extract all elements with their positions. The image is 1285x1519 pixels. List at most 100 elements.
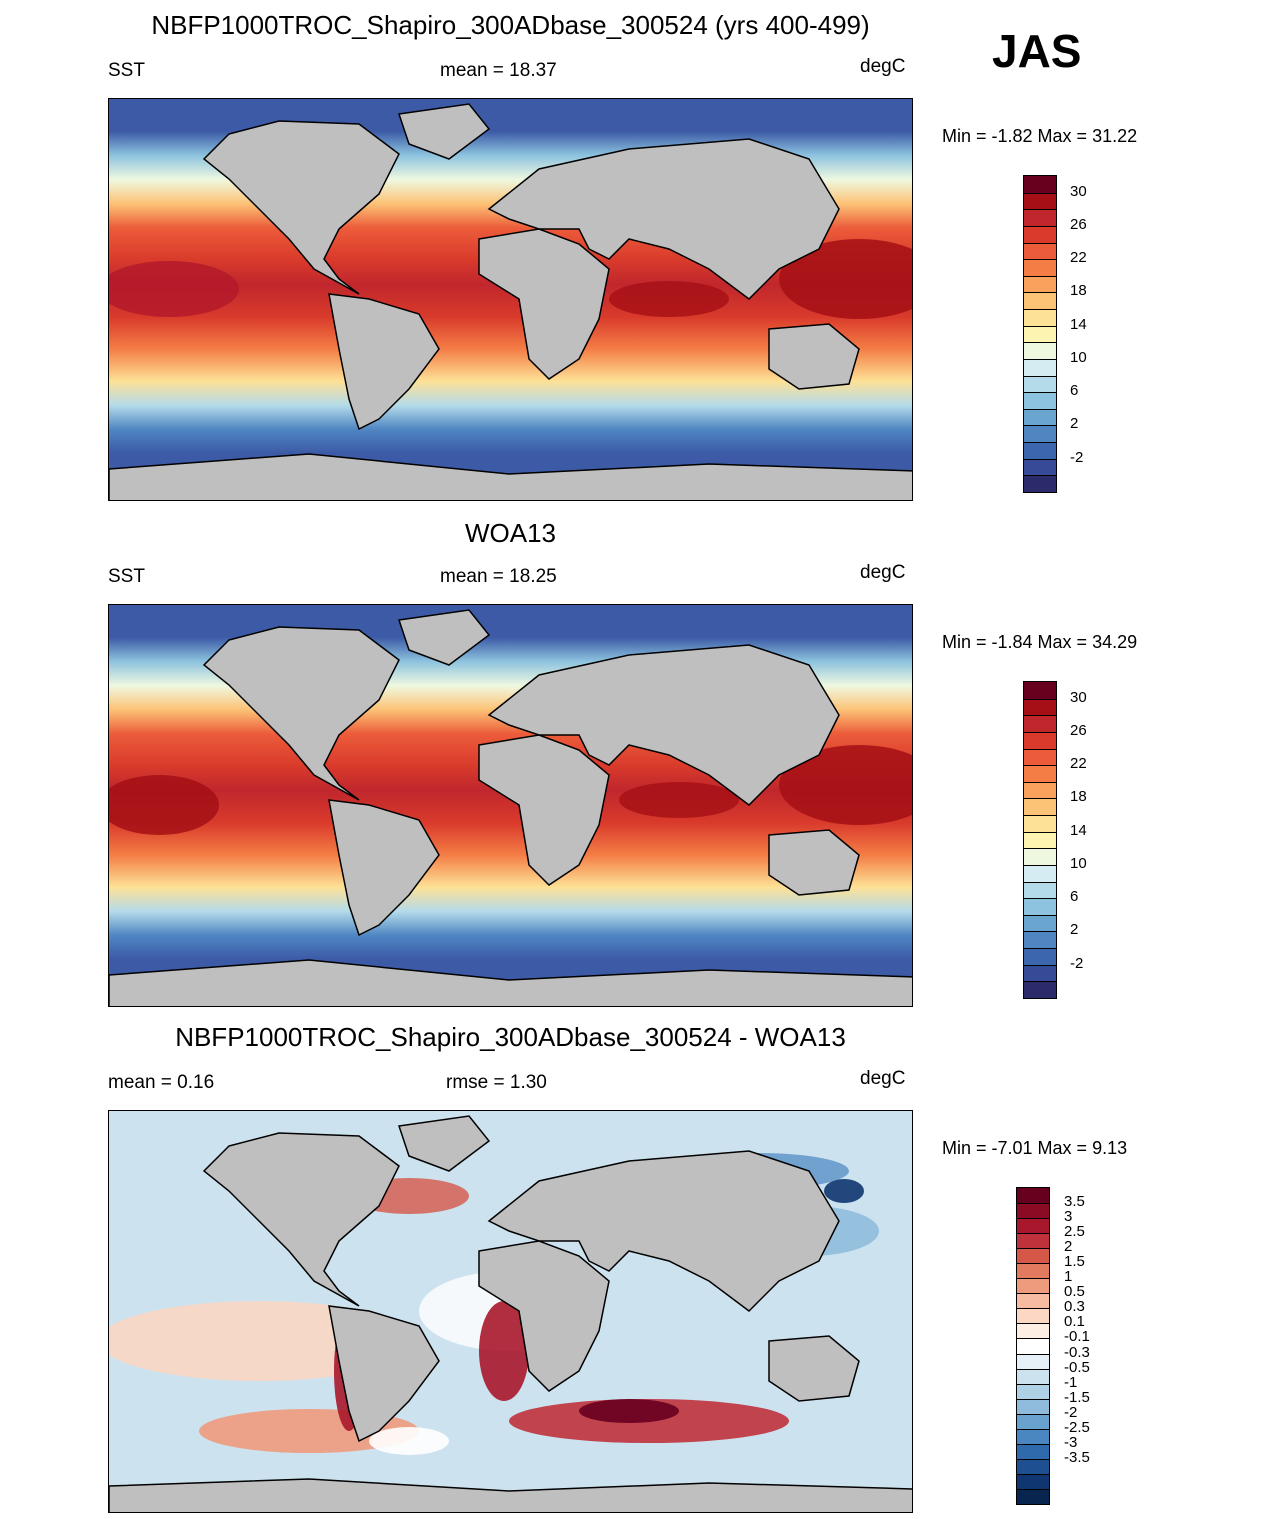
panel-2-map — [108, 604, 913, 1007]
panel-1-minmax: Min = -1.82 Max = 31.22 — [942, 126, 1138, 146]
colorbar-segment — [1024, 682, 1056, 699]
colorbar-segment — [1024, 408, 1056, 426]
colorbar-label: 30 — [1070, 688, 1087, 706]
colorbar-segment — [1024, 475, 1056, 492]
colorbar-segment — [1017, 1278, 1049, 1294]
panel-1-colorbar-labels: 30 26 22 18 14 10 6 2 -2 — [1070, 175, 1120, 493]
colorbar-label: 22 — [1070, 755, 1087, 773]
colorbar-label: 6 — [1070, 888, 1079, 906]
panel-3-units-label: degC — [860, 1068, 906, 1089]
colorbar-segment — [1024, 375, 1056, 393]
colorbar-segment — [1017, 1233, 1049, 1249]
colorbar-segment — [1017, 1398, 1049, 1414]
colorbar-segment — [1017, 1293, 1049, 1309]
colorbar-segment — [1024, 392, 1056, 409]
colorbar-segment — [1024, 831, 1056, 849]
colorbar-label: 14 — [1070, 821, 1087, 839]
colorbar-segment — [1024, 848, 1056, 865]
panel-2-variable-label: SST — [108, 566, 145, 587]
panel-2-colorbar — [1023, 681, 1057, 999]
colorbar-segment — [1017, 1473, 1049, 1489]
colorbar-label: 14 — [1070, 315, 1087, 333]
colorbar-label: 26 — [1070, 215, 1087, 233]
colorbar-segment — [1024, 325, 1056, 343]
panel-3-difference-field — [109, 1111, 912, 1512]
colorbar-segment — [1024, 931, 1056, 948]
colorbar-segment — [1024, 292, 1056, 309]
colorbar-label: -3.5 — [1064, 1448, 1090, 1466]
colorbar-segment — [1024, 458, 1056, 476]
colorbar-segment — [1017, 1428, 1049, 1444]
colorbar-segment — [1017, 1308, 1049, 1324]
colorbar-segment — [1024, 442, 1056, 459]
panel-3-land — [109, 1115, 912, 1512]
colorbar-label: -0.3 — [1064, 1343, 1090, 1361]
colorbar-segment — [1017, 1458, 1049, 1474]
panel-3-map — [108, 1110, 913, 1513]
colorbar-segment — [1024, 225, 1056, 243]
colorbar-segment — [1024, 176, 1056, 193]
colorbar-label: 10 — [1070, 854, 1087, 872]
colorbar-label: 10 — [1070, 348, 1087, 366]
panel-2-units-label: degC — [860, 562, 906, 583]
panel-3-rmse-label: rmse = 1.30 — [446, 1072, 547, 1093]
panel-1-sst-field — [109, 99, 912, 500]
colorbar-label: -2 — [1070, 954, 1084, 972]
panel-2-minmax: Min = -1.84 Max = 34.29 — [942, 632, 1138, 652]
colorbar-segment — [1024, 192, 1056, 210]
panel-1-units-label: degC — [860, 56, 906, 77]
colorbar-label: 0.5 — [1064, 1283, 1085, 1301]
colorbar-label: 30 — [1070, 182, 1087, 200]
colorbar-segment — [1017, 1368, 1049, 1384]
colorbar-label: -1.5 — [1064, 1388, 1090, 1406]
colorbar-label: -3 — [1064, 1433, 1078, 1451]
colorbar-segment — [1024, 914, 1056, 932]
colorbar-segment — [1024, 275, 1056, 293]
colorbar-segment — [1024, 309, 1056, 326]
colorbar-label: -2 — [1070, 448, 1084, 466]
colorbar-segment — [1024, 698, 1056, 716]
colorbar-segment — [1017, 1488, 1049, 1504]
colorbar-segment — [1024, 964, 1056, 982]
colorbar-segment — [1024, 815, 1056, 832]
colorbar-segment — [1017, 1188, 1049, 1204]
colorbar-label: 1.5 — [1064, 1253, 1085, 1271]
colorbar-segment — [1024, 209, 1056, 226]
colorbar-segment — [1024, 981, 1056, 998]
colorbar-segment — [1017, 1218, 1049, 1234]
colorbar-label: -2.5 — [1064, 1418, 1090, 1436]
panel-2-title: WOA13 — [464, 518, 557, 548]
colorbar-segment — [1024, 781, 1056, 799]
panel-1-variable-label: SST — [108, 60, 145, 81]
colorbar-segment — [1024, 898, 1056, 915]
colorbar-label: 26 — [1070, 721, 1087, 739]
colorbar-label: -0.1 — [1064, 1328, 1090, 1346]
colorbar-label: 3 — [1064, 1208, 1073, 1226]
panel-1-title: NBFP1000TROC_Shapiro_300ADbase_300524 (y… — [151, 10, 870, 40]
colorbar-label: 22 — [1070, 249, 1087, 267]
colorbar-segment — [1017, 1413, 1049, 1429]
colorbar-segment — [1017, 1443, 1049, 1459]
panel-1-mean-label: mean = 18.37 — [440, 60, 557, 81]
colorbar-label: 2 — [1070, 921, 1079, 939]
panel-3-title: NBFP1000TROC_Shapiro_300ADbase_300524 - … — [175, 1022, 846, 1052]
colorbar-segment — [1024, 765, 1056, 782]
colorbar-segment — [1024, 259, 1056, 276]
colorbar-segment — [1017, 1323, 1049, 1339]
panel-3-mean-label: mean = 0.16 — [108, 1072, 215, 1093]
colorbar-label: 3.5 — [1064, 1193, 1085, 1211]
colorbar-segment — [1017, 1203, 1049, 1219]
panel-1-colorbar — [1023, 175, 1057, 493]
colorbar-segment — [1024, 425, 1056, 442]
panel-2-mean-label: mean = 18.25 — [440, 566, 557, 587]
colorbar-segment — [1024, 342, 1056, 359]
colorbar-label: 18 — [1070, 282, 1087, 300]
panel-1-map — [108, 98, 913, 501]
colorbar-label: 6 — [1070, 382, 1079, 400]
season-label: JAS — [992, 25, 1082, 77]
colorbar-label: -0.5 — [1064, 1358, 1090, 1376]
colorbar-segment — [1024, 948, 1056, 965]
colorbar-segment — [1017, 1263, 1049, 1279]
panel-3-colorbar — [1016, 1187, 1050, 1505]
colorbar-segment — [1024, 881, 1056, 899]
